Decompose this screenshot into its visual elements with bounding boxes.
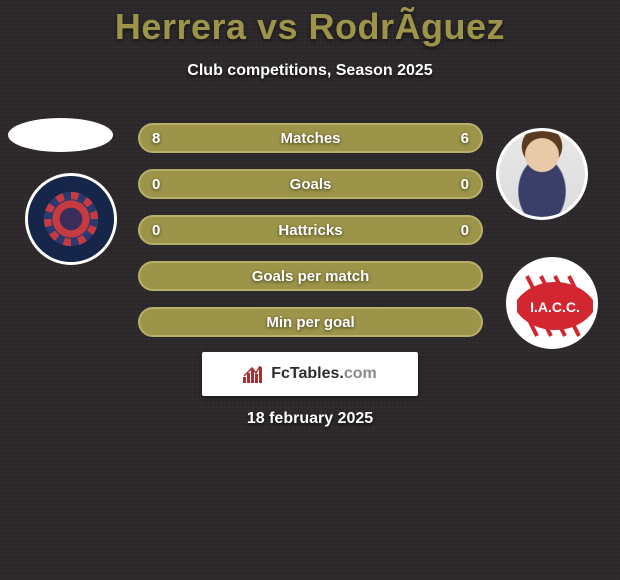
stat-left-value: 0 <box>152 222 160 239</box>
left-club-crest <box>25 173 117 265</box>
fctables-icon <box>243 365 265 383</box>
date-label: 18 february 2025 <box>0 410 620 428</box>
stat-right-value: 0 <box>461 222 469 239</box>
stat-label: Hattricks <box>278 222 342 239</box>
right-club-crest: I.A.C.C. <box>506 257 598 349</box>
comparison-bars: 8 Matches 6 0 Goals 0 0 Hattricks 0 Goal… <box>138 123 483 353</box>
stat-row-goals-per-match: Goals per match <box>138 261 483 291</box>
san-lorenzo-crest-icon <box>28 176 114 262</box>
stat-row-matches: 8 Matches 6 <box>138 123 483 153</box>
page-subtitle: Club competitions, Season 2025 <box>0 62 620 80</box>
page-title: Herrera vs RodrÃ­guez <box>0 0 620 48</box>
brand-main: FcTables <box>271 365 339 382</box>
right-player-avatar <box>496 128 588 220</box>
stat-row-goals: 0 Goals 0 <box>138 169 483 199</box>
stat-right-value: 0 <box>461 176 469 193</box>
stat-label: Min per goal <box>266 314 354 331</box>
crest-text: I.A.C.C. <box>530 299 580 315</box>
stat-left-value: 8 <box>152 130 160 147</box>
brand-tld: com <box>344 365 377 382</box>
stat-label: Goals per match <box>252 268 370 285</box>
player-avatar-icon <box>499 131 585 217</box>
stat-label: Goals <box>290 176 332 193</box>
brand-text: FcTables.com <box>271 365 377 383</box>
left-player-avatar <box>8 118 113 152</box>
stat-right-value: 6 <box>461 130 469 147</box>
brand-box: FcTables.com <box>202 352 418 396</box>
stat-label: Matches <box>280 130 340 147</box>
stat-row-min-per-goal: Min per goal <box>138 307 483 337</box>
stat-row-hattricks: 0 Hattricks 0 <box>138 215 483 245</box>
iacc-crest-icon: I.A.C.C. <box>509 260 598 349</box>
stat-left-value: 0 <box>152 176 160 193</box>
